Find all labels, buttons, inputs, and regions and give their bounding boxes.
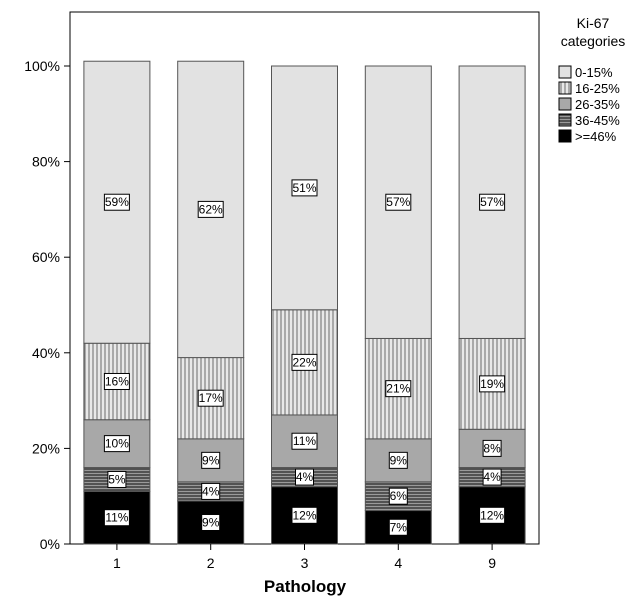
data-label-box [388, 518, 408, 536]
data-label-box [291, 506, 318, 524]
legend-swatch [558, 113, 572, 127]
bar-segment [364, 510, 432, 545]
data-label: 16% [105, 374, 129, 388]
legend-swatch [558, 97, 572, 111]
data-label: 9% [390, 453, 408, 467]
legend-label: 16-25% [575, 81, 620, 96]
legend-swatch [558, 65, 572, 79]
data-label-box [197, 389, 224, 407]
data-label: 4% [483, 470, 501, 484]
data-label: 7% [390, 520, 408, 534]
data-label: 12% [480, 508, 504, 522]
stacked-bar: 12% 4% 11% 22% 51% [271, 65, 338, 545]
data-label: 4% [202, 484, 220, 498]
data-label-box [291, 432, 318, 450]
data-label-box [107, 470, 127, 488]
y-tick-label: 100% [24, 58, 60, 74]
legend-swatch [558, 129, 572, 143]
data-label-box [479, 193, 506, 211]
data-label-box [482, 439, 502, 457]
y-tick-label: 80% [32, 154, 60, 170]
y-axis: 0% 20% 40% 60% 80% 100% [24, 58, 70, 552]
legend-label: 0-15% [575, 65, 613, 80]
data-label-box [103, 193, 130, 211]
data-label: 6% [390, 489, 408, 503]
data-label: 9% [202, 453, 220, 467]
data-label-box [388, 487, 408, 505]
data-label-box [201, 513, 221, 531]
data-label: 10% [105, 437, 129, 451]
x-axis-title: Pathology [264, 577, 347, 596]
x-tick-label: 2 [207, 555, 215, 571]
data-label: 62% [199, 202, 223, 216]
data-label: 11% [293, 434, 316, 448]
data-label-box [103, 509, 130, 527]
bar-segment [364, 65, 432, 339]
data-label: 22% [292, 355, 316, 369]
data-label: 11% [105, 511, 128, 525]
bars: 11% 5% 10% 16% 59% 9% 4% 9% 17% 62% 12% 4% 11% 22% 51%… [83, 60, 526, 545]
stacked-bar: 12% 4% 8% 19% 57% [458, 65, 526, 545]
data-label-box [295, 468, 314, 486]
stacked-bar: 9% 4% 9% 17% 62% [177, 60, 245, 545]
legend-swatch [558, 81, 572, 95]
data-label: 57% [386, 195, 410, 209]
y-tick-label: 60% [32, 249, 60, 265]
legend-title: categories [561, 33, 626, 49]
data-label: 21% [386, 382, 410, 396]
data-label: 12% [292, 508, 316, 522]
data-label-box [482, 468, 502, 486]
data-label: 5% [108, 472, 126, 486]
data-label-box [385, 380, 412, 398]
bar-segment [83, 60, 151, 344]
x-tick-label: 4 [394, 555, 402, 571]
y-tick-label: 0% [40, 536, 60, 552]
data-label-box [197, 200, 224, 218]
data-label-box [291, 179, 318, 197]
stacked-bar: 7% 6% 9% 21% 57% [364, 65, 432, 545]
data-label: 59% [105, 195, 129, 209]
x-tick-label: 1 [113, 555, 121, 571]
legend-label: 36-45% [575, 113, 620, 128]
data-label-box [103, 372, 130, 390]
legend-title: Ki-67 [577, 15, 610, 31]
x-tick-label: 9 [488, 555, 496, 571]
legend-label: >=46% [575, 129, 617, 144]
data-label: 51% [292, 181, 316, 195]
data-label: 19% [480, 377, 504, 391]
data-label-box [388, 451, 408, 469]
y-tick-label: 20% [32, 440, 60, 456]
data-label: 8% [483, 441, 501, 455]
legend-label: 26-35% [575, 97, 620, 112]
data-label-box [201, 451, 221, 469]
data-label: 4% [296, 470, 314, 484]
data-label-box [385, 193, 412, 211]
data-label-box [291, 353, 318, 371]
data-label: 57% [480, 195, 504, 209]
data-label-box [479, 375, 506, 393]
stacked-bar: 11% 5% 10% 16% 59% [83, 60, 151, 545]
x-tick-label: 3 [301, 555, 309, 571]
x-axis: 1 2 3 4 9 [113, 544, 496, 571]
data-label-box [479, 506, 506, 524]
y-tick-label: 40% [32, 345, 60, 361]
data-label: 17% [199, 391, 223, 405]
legend: Ki-67 categories 0-15%16-25%26-35%36-45%>=… [558, 15, 626, 144]
data-label-box [201, 482, 221, 500]
data-label: 9% [202, 515, 220, 529]
data-label-box [103, 435, 130, 453]
